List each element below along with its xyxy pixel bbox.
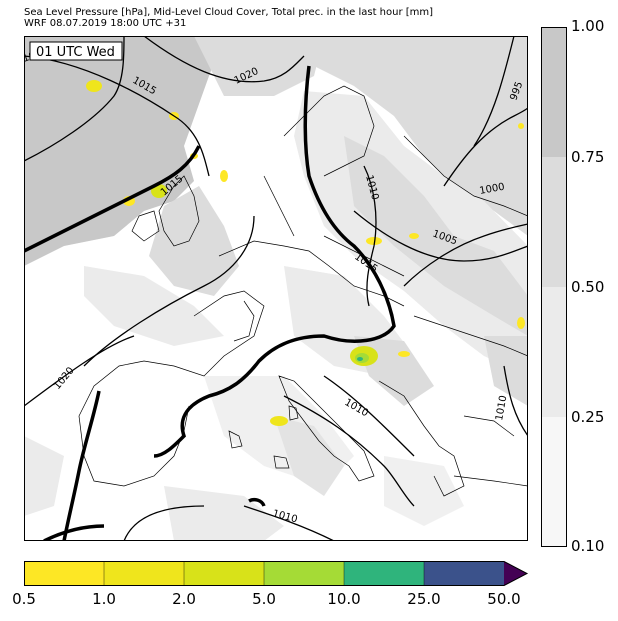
map-title-line-2: WRF 08.07.2019 18:00 UTC +31 [24,18,187,29]
isobar-label: 1000 [479,182,506,197]
precip-band [424,561,504,586]
cloud-tick-label: 0.10 [571,537,605,555]
cloud-band [541,287,567,417]
cloud-tick-label: 0.25 [571,408,605,426]
precip-band [344,561,424,586]
precip-band [24,561,104,586]
cloud-band [541,157,567,287]
precip-band [184,561,264,586]
precip-tick-label: 25.0 [407,590,441,608]
precip-tick-label: 2.0 [172,590,196,608]
precip-tick-label: 10.0 [327,590,361,608]
precip-tick-label: 1.0 [92,590,116,608]
time-label-box [29,41,123,61]
precip-extend-arrow [504,561,527,586]
forecast-map: 1015 1020 1015 1010 1015 1005 1000 995 1… [24,36,528,541]
precip-band [104,561,184,586]
precip-tick-label: 50.0 [487,590,521,608]
cloud-tick-label: 1.00 [571,17,605,35]
isobar-label: 1010 [494,395,509,422]
cloud-tick-label: 0.75 [571,148,605,166]
precipitation-layer [86,80,525,426]
isobar-1015-thick [24,65,396,541]
cloud-tick-label: 0.50 [571,278,605,296]
cloud-band [541,417,567,547]
precipitation-colorbar [24,561,529,586]
cloud-cover-layer [24,36,528,541]
precip-band [264,561,344,586]
precip-tick-label: 0.5 [12,590,36,608]
isobars-layer [24,36,528,541]
cloud-band [541,27,567,157]
time-label: 01 UTC Wed [36,45,115,60]
map-title-line-1: Sea Level Pressure [hPa], Mid-Level Clou… [24,7,434,18]
precip-tick-label: 5.0 [252,590,276,608]
